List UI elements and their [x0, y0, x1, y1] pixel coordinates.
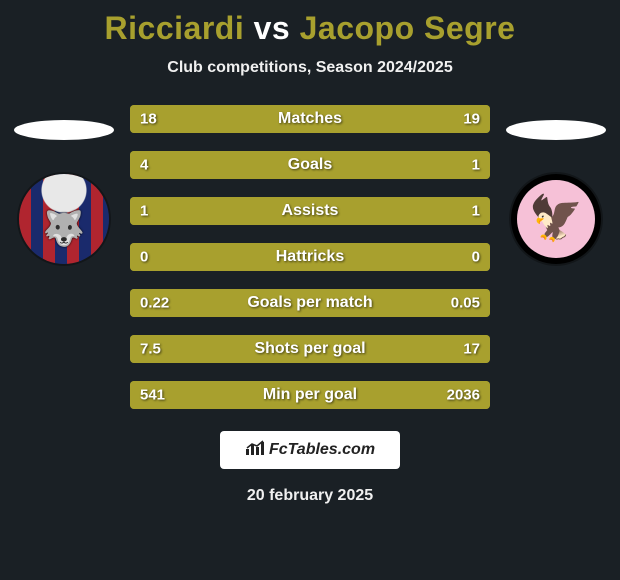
- stat-value-left: 541: [140, 387, 165, 404]
- title-vs: vs: [254, 10, 291, 46]
- stat-value-left: 7.5: [140, 341, 161, 358]
- stat-value-right: 0.05: [451, 295, 480, 312]
- chart-icon: [245, 440, 265, 461]
- badge-ellipse-left: [14, 120, 114, 140]
- stat-label: Hattricks: [276, 248, 344, 266]
- badge-ellipse-right: [506, 120, 606, 140]
- stat-label: Assists: [282, 202, 339, 220]
- footer-brand-text: FcTables.com: [269, 441, 375, 459]
- stat-value-left: 1: [140, 203, 148, 220]
- title-player-right: Jacopo Segre: [300, 10, 516, 46]
- stat-value-right: 0: [472, 249, 480, 266]
- stat-row: 18 19 Matches: [130, 105, 490, 133]
- date-text: 20 february 2025: [0, 487, 620, 505]
- stat-value-left: 0.22: [140, 295, 169, 312]
- stat-row: 0.22 0.05 Goals per match: [130, 289, 490, 317]
- stat-value-left: 4: [140, 157, 148, 174]
- club-logo-palermo: 🦅: [511, 174, 601, 264]
- stat-row: 7.5 17 Shots per goal: [130, 335, 490, 363]
- stat-row: 1 1 Assists: [130, 197, 490, 225]
- wolf-icon: 🐺: [43, 212, 85, 246]
- stat-row: 0 0 Hattricks: [130, 243, 490, 271]
- eagle-icon: 🦅: [529, 197, 584, 241]
- subtitle: Club competitions, Season 2024/2025: [0, 59, 620, 77]
- stat-value-right: 1: [472, 157, 480, 174]
- stat-label: Shots per goal: [254, 340, 365, 358]
- stat-label: Goals per match: [247, 294, 372, 312]
- stat-label: Min per goal: [263, 386, 357, 404]
- stat-value-left: 0: [140, 249, 148, 266]
- stat-row: 541 2036 Min per goal: [130, 381, 490, 409]
- stat-row: 4 1 Goals: [130, 151, 490, 179]
- stat-value-right: 2036: [447, 387, 480, 404]
- club-logo-cosenza: 🐺: [19, 174, 109, 264]
- stat-label: Matches: [278, 110, 342, 128]
- stat-value-right: 17: [463, 341, 480, 358]
- footer-brand-badge: FcTables.com: [220, 431, 400, 469]
- title-player-left: Ricciardi: [105, 10, 245, 46]
- stat-value-right: 1: [472, 203, 480, 220]
- page-title: Ricciardi vs Jacopo Segre: [0, 0, 620, 47]
- stats-container: 18 19 Matches 4 1 Goals 1 1 Assists 0 0 Hattricks 0.…: [130, 105, 490, 409]
- stat-value-right: 19: [463, 111, 480, 128]
- club-badge-left: 🐺: [14, 120, 114, 280]
- club-badge-right: 🦅: [506, 120, 606, 280]
- stat-value-left: 18: [140, 111, 157, 128]
- stat-label: Goals: [288, 156, 332, 174]
- stat-fill-left: [130, 151, 418, 179]
